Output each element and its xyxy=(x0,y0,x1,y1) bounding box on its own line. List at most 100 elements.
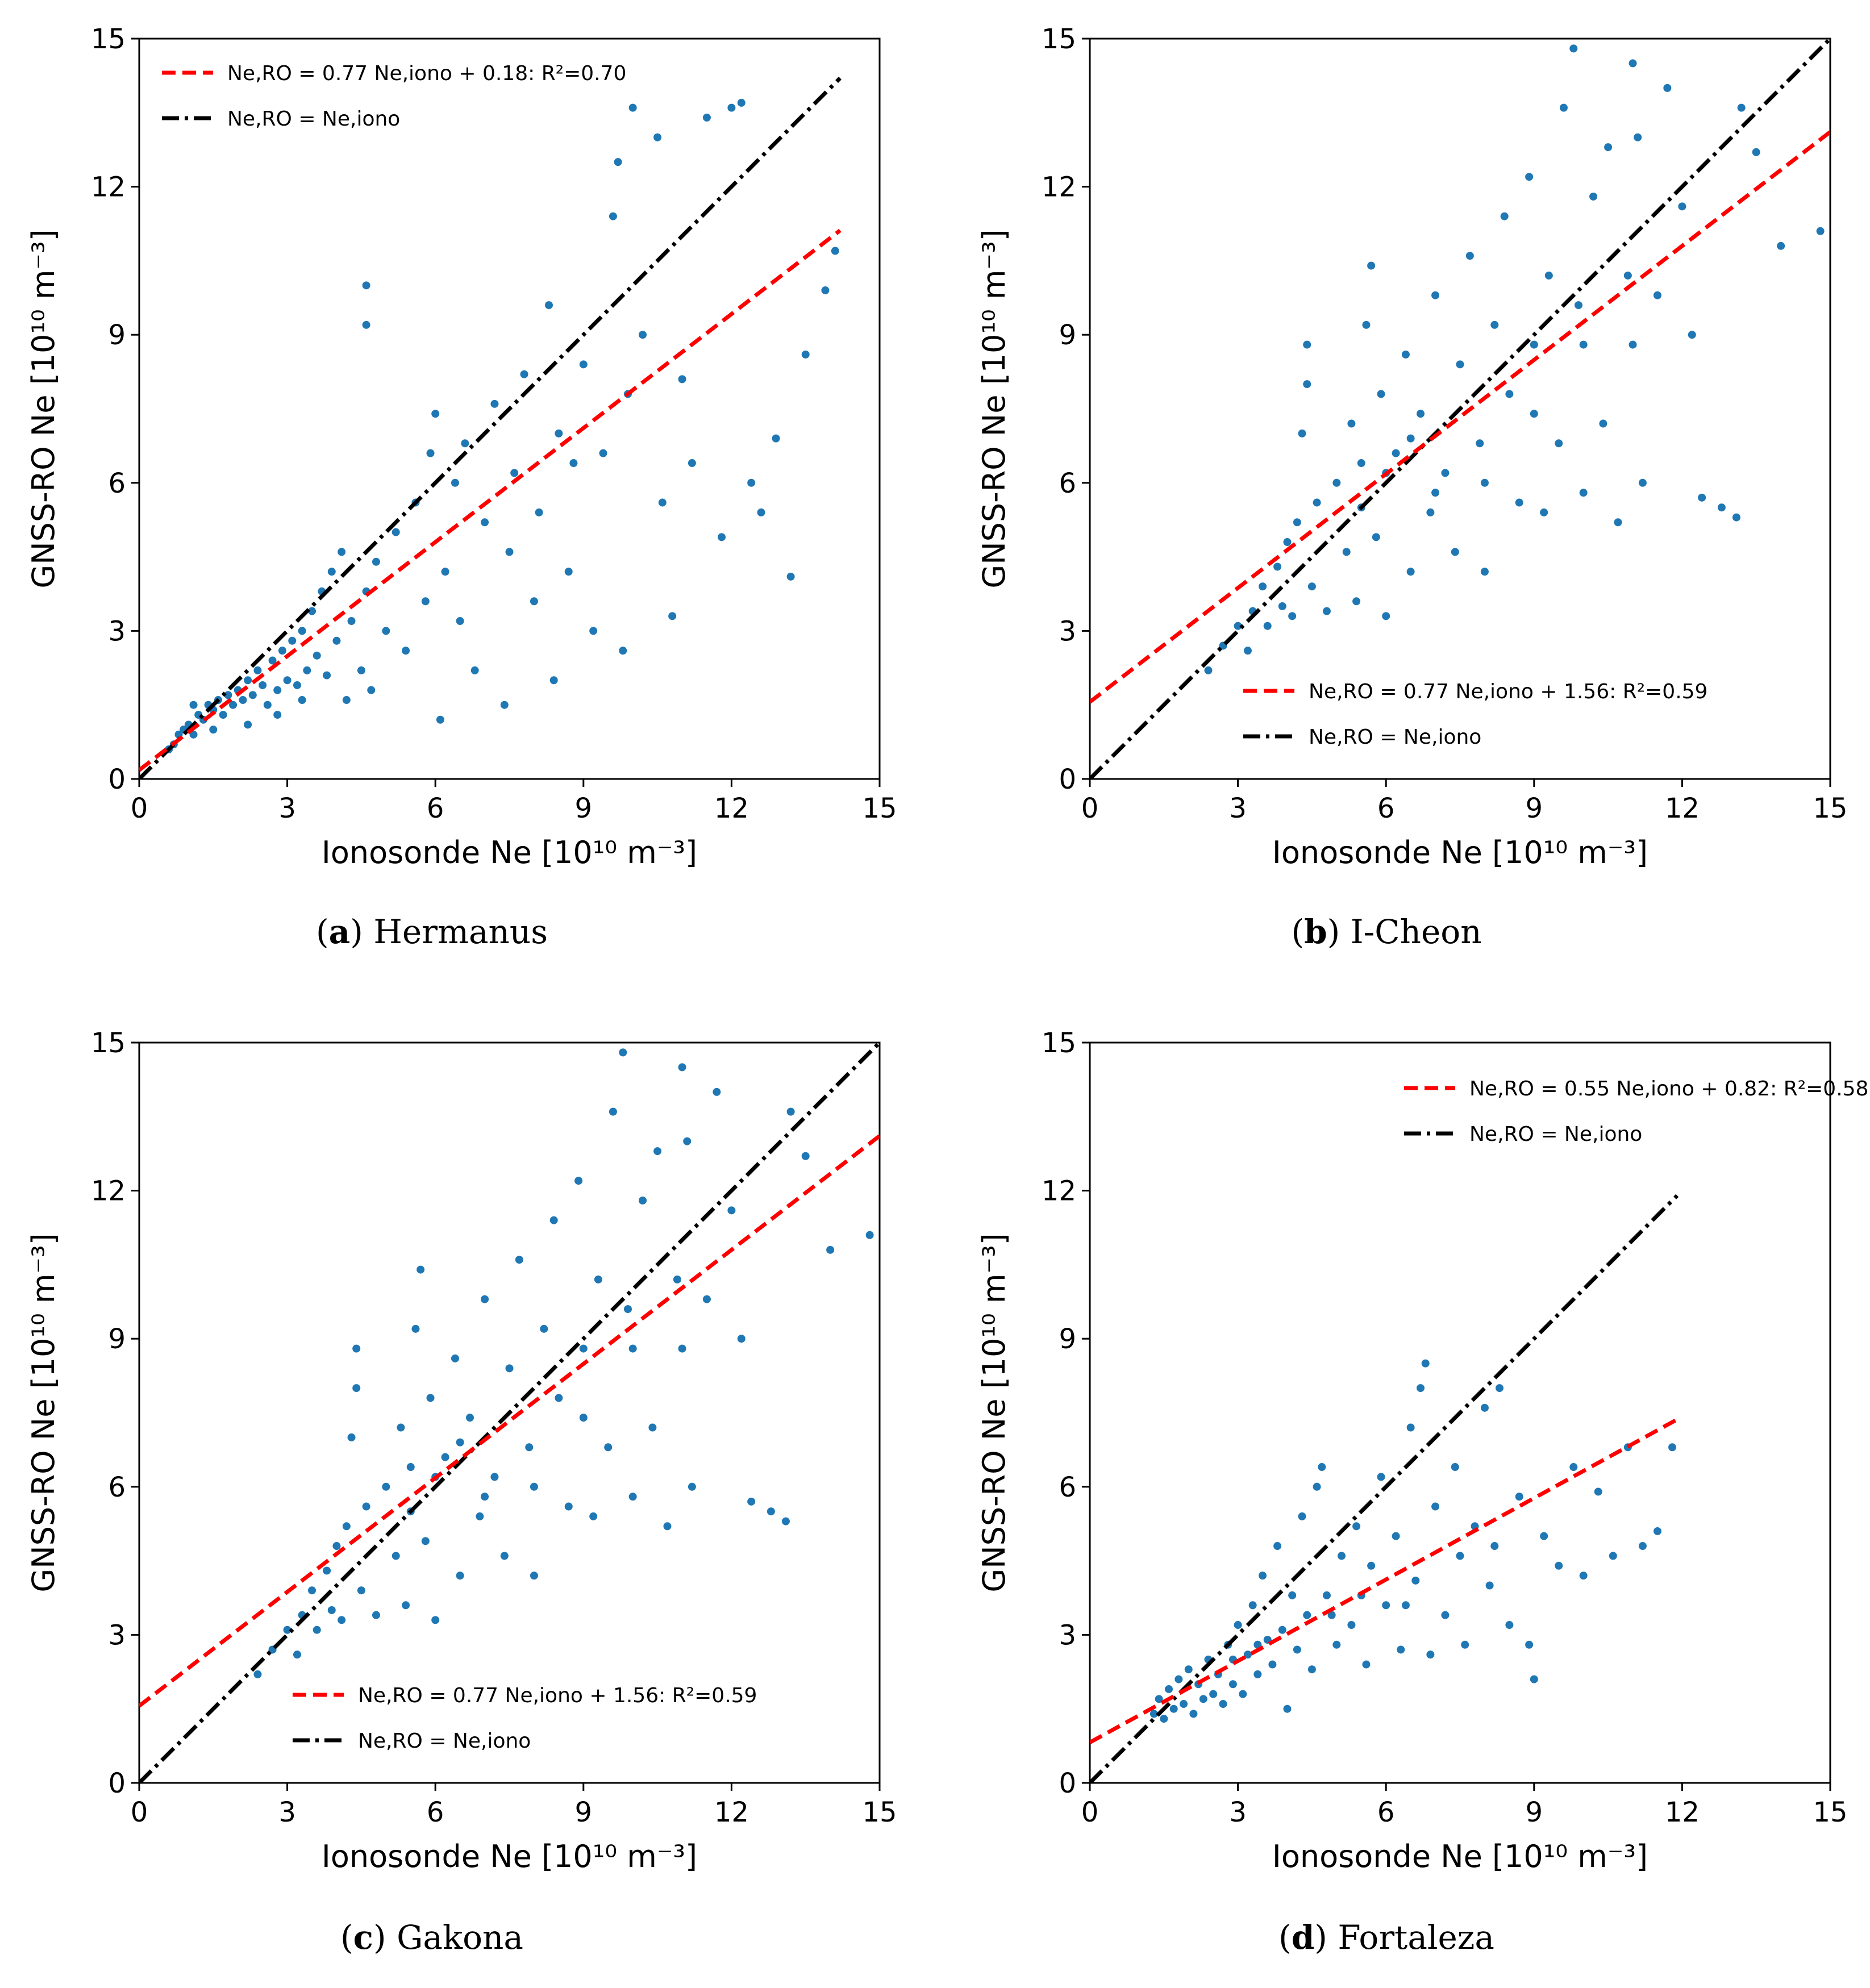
data-point xyxy=(1480,478,1489,487)
y-tick-label: 0 xyxy=(108,764,126,795)
data-point xyxy=(1411,1576,1420,1585)
data-point xyxy=(589,627,598,635)
caption-paren-open: ( xyxy=(1291,912,1304,951)
data-point xyxy=(678,1344,686,1353)
data-point xyxy=(461,439,469,448)
x-tick-label: 6 xyxy=(427,1797,444,1828)
data-point xyxy=(411,1324,420,1333)
data-point xyxy=(313,1626,321,1634)
data-point xyxy=(663,1522,672,1531)
data-point xyxy=(1456,1552,1464,1560)
data-point xyxy=(1401,350,1410,359)
data-point xyxy=(628,1493,637,1501)
scatter-series xyxy=(253,1048,874,1678)
data-point xyxy=(688,459,696,468)
data-point xyxy=(1431,291,1440,299)
x-tick-label: 15 xyxy=(1813,793,1847,824)
data-point xyxy=(1609,1552,1617,1560)
data-point xyxy=(530,1482,538,1491)
reference-line xyxy=(139,1043,880,1783)
data-point xyxy=(1283,538,1292,547)
data-point xyxy=(1307,1665,1316,1674)
data-point xyxy=(737,1335,745,1343)
data-point xyxy=(426,1394,435,1402)
x-tick-label: 9 xyxy=(1526,793,1543,824)
data-point xyxy=(189,730,198,739)
data-point xyxy=(1239,1690,1247,1698)
data-point xyxy=(1397,1645,1405,1654)
data-point xyxy=(1555,1561,1563,1570)
data-point xyxy=(1476,439,1484,448)
data-point xyxy=(1574,301,1582,310)
data-point xyxy=(1189,1710,1198,1718)
y-tick-label: 3 xyxy=(1059,615,1076,647)
data-point xyxy=(1160,1715,1168,1723)
data-point xyxy=(1530,410,1538,418)
data-point xyxy=(702,113,711,122)
data-point xyxy=(535,508,543,516)
data-point xyxy=(1678,202,1686,211)
caption-label: Hermanus xyxy=(373,912,548,951)
y-tick-label: 0 xyxy=(1059,764,1076,795)
caption-paren-close: ) xyxy=(1327,912,1351,951)
data-point xyxy=(253,666,262,674)
data-point xyxy=(1431,489,1440,497)
caption-label: I-Cheon xyxy=(1351,912,1482,951)
chart-panel-hermanus: 0 3 6 9 12 15 0 3 6 9 12 15 Ionosonde Ne [10¹⁰ m⁻³] G… xyxy=(26,23,897,951)
fit-line xyxy=(1090,130,1830,704)
y-tick-label: 6 xyxy=(1059,468,1076,499)
y-tick-label: 9 xyxy=(1059,319,1076,351)
x-tick-label: 3 xyxy=(1229,793,1247,824)
data-point xyxy=(1357,459,1365,468)
data-point xyxy=(323,671,331,680)
data-point xyxy=(1629,340,1637,349)
data-point xyxy=(338,548,346,556)
caption-paren-close: ) xyxy=(1314,1918,1338,1957)
data-point xyxy=(579,1344,588,1353)
data-point xyxy=(1569,1463,1578,1472)
data-point xyxy=(639,331,647,339)
data-point xyxy=(1322,1591,1331,1599)
reference-line xyxy=(1090,1194,1679,1783)
data-point xyxy=(727,1206,736,1215)
data-point xyxy=(1490,320,1499,329)
data-point xyxy=(1180,1700,1188,1708)
data-point xyxy=(525,1443,534,1452)
y-tick-label: 6 xyxy=(108,1472,126,1503)
data-point xyxy=(1623,271,1632,280)
data-point xyxy=(727,103,736,112)
legend-fit-label: Ne,RO = 0.77 Ne,iono + 1.56: R²=0.59 xyxy=(1309,680,1707,703)
y-tick-label: 6 xyxy=(1059,1472,1076,1503)
data-point xyxy=(1569,44,1578,53)
data-point xyxy=(668,612,677,620)
chart-panel-gakona: 0 3 6 9 12 15 0 3 6 9 12 15 Ionosonde Ne [10¹⁰ m⁻³] G… xyxy=(26,1027,897,1957)
data-point xyxy=(718,533,726,541)
data-point xyxy=(1451,1463,1459,1472)
y-tick-label: 12 xyxy=(1042,1176,1076,1207)
x-tick-label: 0 xyxy=(131,1797,148,1828)
y-tick-label: 9 xyxy=(108,319,126,351)
data-point xyxy=(268,656,277,665)
data-point xyxy=(1406,568,1415,576)
caption-paren-close: ) xyxy=(350,912,373,951)
data-point xyxy=(189,701,198,709)
data-point xyxy=(362,281,370,290)
data-point xyxy=(1342,548,1351,556)
data-point xyxy=(1347,419,1356,428)
data-point xyxy=(283,1626,291,1634)
data-point xyxy=(332,1542,341,1551)
x-tick-label: 0 xyxy=(1081,793,1099,824)
chart-panel-i-cheon: 0 3 6 9 12 15 0 3 6 9 12 15 Ionosonde Ne [10¹⁰ m⁻³] G… xyxy=(976,23,1848,951)
caption-label: Gakona xyxy=(397,1918,523,1957)
data-point xyxy=(1663,84,1672,92)
data-point xyxy=(678,375,686,384)
data-point xyxy=(786,1107,795,1116)
data-point xyxy=(456,617,464,626)
caption-label: Fortaleza xyxy=(1338,1918,1494,1957)
data-point xyxy=(1273,1542,1282,1551)
data-point xyxy=(653,133,662,141)
x-tick-label: 6 xyxy=(1377,793,1395,824)
data-point xyxy=(259,681,267,689)
data-point xyxy=(1278,602,1286,610)
